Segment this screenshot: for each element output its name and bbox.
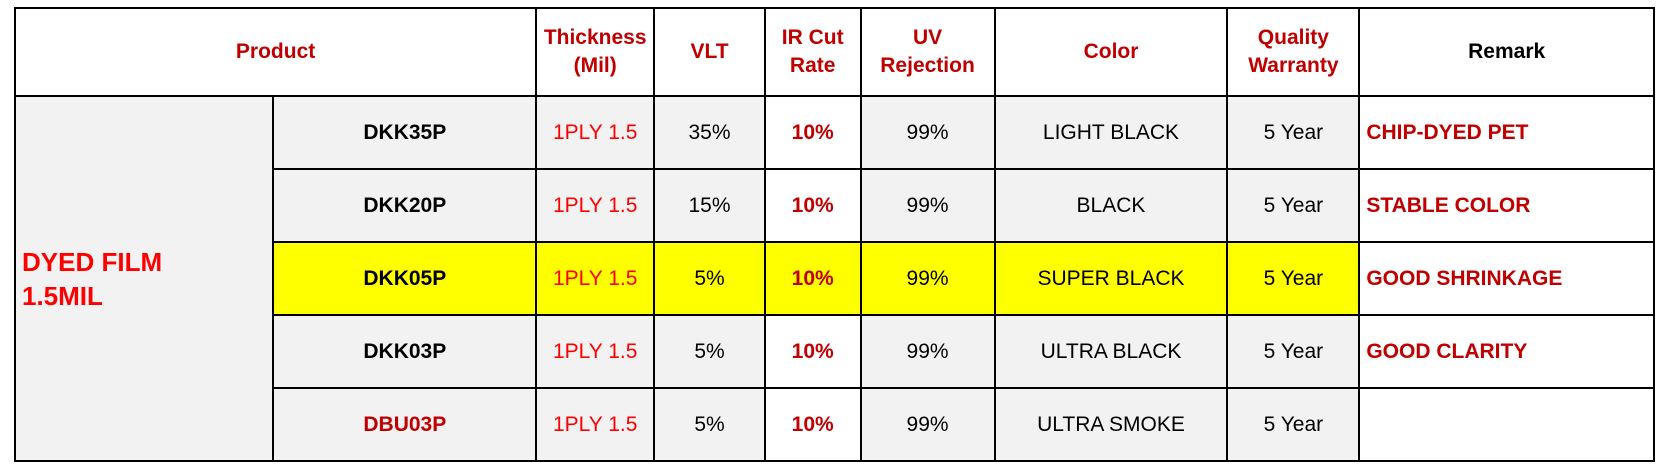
color-cell: SUPER BLACK	[993, 241, 1229, 316]
product-group-label: DYED FILM 1.5MIL	[13, 95, 275, 462]
ir-cut-cell: 10%	[763, 314, 862, 389]
table-row: DBU03P 1PLY 1.5 5% 10% 99% ULTRA SMOKE 5…	[15, 387, 1655, 462]
ir-cut-cell: 10%	[763, 241, 862, 316]
vlt-cell: 5%	[653, 314, 766, 389]
ir-cut-cell: 10%	[763, 387, 862, 462]
header-uv-rejection: UV Rejection	[859, 7, 996, 97]
model-cell: DKK05P	[272, 241, 538, 316]
model-cell: DKK03P	[272, 314, 538, 389]
header-product: Product	[13, 7, 538, 97]
warranty-cell: 5 Year	[1226, 241, 1361, 316]
table-row-highlighted: DKK05P 1PLY 1.5 5% 10% 99% SUPER BLACK 5…	[15, 241, 1655, 316]
uv-cell: 99%	[859, 241, 996, 316]
product-spec-table: Product Thickness (Mil) VLT IR Cut Rate UV…	[13, 7, 1655, 462]
vlt-cell: 15%	[653, 168, 766, 243]
model-cell: DKK35P	[272, 95, 538, 170]
vlt-cell: 35%	[653, 95, 766, 170]
warranty-cell: 5 Year	[1226, 387, 1361, 462]
ir-cut-cell: 10%	[763, 168, 862, 243]
uv-cell: 99%	[859, 95, 996, 170]
thickness-cell: 1PLY 1.5	[535, 314, 656, 389]
warranty-cell: 5 Year	[1226, 314, 1361, 389]
thickness-cell: 1PLY 1.5	[535, 168, 656, 243]
uv-cell: 99%	[859, 168, 996, 243]
color-cell: ULTRA BLACK	[993, 314, 1229, 389]
header-remark: Remark	[1358, 7, 1655, 97]
thickness-cell: 1PLY 1.5	[535, 95, 656, 170]
header-thickness: Thickness (Mil)	[535, 7, 656, 97]
warranty-cell: 5 Year	[1226, 168, 1361, 243]
thickness-cell: 1PLY 1.5	[535, 241, 656, 316]
model-cell: DBU03P	[272, 387, 538, 462]
remark-cell	[1358, 387, 1655, 462]
vlt-cell: 5%	[653, 241, 766, 316]
vlt-cell: 5%	[653, 387, 766, 462]
remark-cell: CHIP-DYED PET	[1358, 95, 1655, 170]
warranty-cell: 5 Year	[1226, 95, 1361, 170]
header-quality-warranty: Quality Warranty	[1226, 7, 1361, 97]
header-color: Color	[993, 7, 1229, 97]
table-row: DKK20P 1PLY 1.5 15% 10% 99% BLACK 5 Year…	[15, 168, 1655, 243]
color-cell: LIGHT BLACK	[993, 95, 1229, 170]
product-spec-table-container: Product Thickness (Mil) VLT IR Cut Rate UV…	[13, 7, 1655, 462]
remark-cell: GOOD SHRINKAGE	[1358, 241, 1655, 316]
uv-cell: 99%	[859, 387, 996, 462]
uv-cell: 99%	[859, 314, 996, 389]
table-row: DKK03P 1PLY 1.5 5% 10% 99% ULTRA BLACK 5…	[15, 314, 1655, 389]
color-cell: ULTRA SMOKE	[993, 387, 1229, 462]
remark-cell: GOOD CLARITY	[1358, 314, 1655, 389]
thickness-cell: 1PLY 1.5	[535, 387, 656, 462]
table-row: DYED FILM 1.5MIL DKK35P 1PLY 1.5 35% 10% …	[13, 95, 1655, 462]
ir-cut-cell: 10%	[763, 95, 862, 170]
remark-cell: STABLE COLOR	[1358, 168, 1655, 243]
header-vlt: VLT	[653, 7, 766, 97]
color-cell: BLACK	[993, 168, 1229, 243]
model-cell: DKK20P	[272, 168, 538, 243]
header-ir-cut-rate: IR Cut Rate	[763, 7, 862, 97]
header-row: Product Thickness (Mil) VLT IR Cut Rate UV…	[13, 7, 1655, 97]
